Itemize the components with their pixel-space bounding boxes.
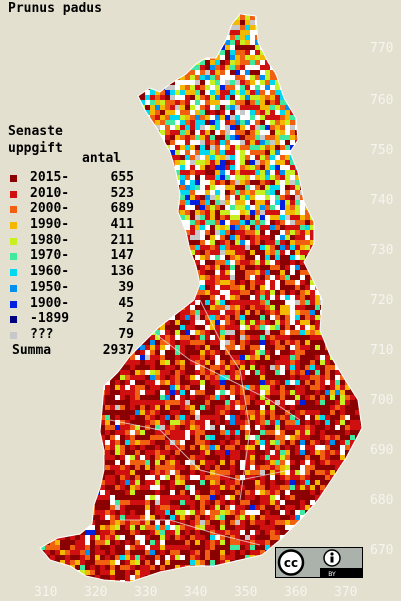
legend-count: 211: [110, 232, 134, 248]
legend-label: 1900-: [30, 295, 70, 311]
species-title: Prunus padus: [8, 1, 102, 16]
legend-swatch: [10, 269, 17, 277]
legend-count: 655: [110, 170, 134, 185]
legend-count: 2: [126, 311, 134, 327]
legend-swatch: [10, 175, 17, 182]
legend-sum-label: Summa: [12, 342, 52, 358]
legend-swatch: [10, 284, 17, 292]
region-border: [199, 299, 251, 501]
region-border: [109, 419, 291, 481]
y-tick-label: 680: [370, 493, 394, 508]
y-tick-label: 700: [370, 393, 394, 408]
x-tick-label: 310: [34, 585, 58, 600]
y-tick-label: 730: [370, 243, 394, 258]
legend-count: 147: [110, 248, 134, 264]
legend-label: ???: [30, 326, 54, 342]
legend-count-heading: antal: [82, 151, 122, 166]
y-tick-label: 760: [370, 93, 394, 108]
y-tick-label: 750: [370, 143, 394, 158]
y-tick-label: 710: [370, 343, 394, 358]
legend-heading: Senaste uppgift: [8, 123, 63, 157]
region-border: [120, 519, 261, 546]
legend-swatch: [10, 300, 17, 308]
region-border: [149, 329, 301, 421]
legend-swatch: [10, 253, 17, 261]
x-tick-label: 340: [184, 585, 208, 600]
legend-count: 79: [118, 326, 134, 342]
legend-count: 39: [118, 279, 134, 295]
legend-swatch: [10, 331, 17, 339]
legend-label: 2010-: [30, 185, 70, 201]
legend-count: 411: [110, 217, 134, 233]
legend-label: 1960-: [30, 264, 70, 280]
x-tick-label: 360: [284, 585, 308, 600]
legend-swatch: [10, 237, 17, 245]
country-outline: [39, 13, 363, 583]
legend-label: -1899: [30, 311, 70, 327]
legend-count: 45: [118, 295, 134, 311]
x-tick-label: 350: [234, 585, 258, 600]
legend-count: 689: [110, 201, 134, 217]
x-tick-label: 330: [134, 585, 158, 600]
cc-icon: [277, 549, 305, 576]
x-tick-label: 370: [334, 585, 358, 600]
y-tick-label: 740: [370, 193, 394, 208]
legend-swatch: [10, 316, 17, 324]
y-tick-label: 720: [370, 293, 394, 308]
legend-swatch: [10, 206, 17, 214]
by-text: BY: [328, 571, 336, 577]
legend-label: 1950-: [30, 279, 70, 295]
legend-label: 1970-: [30, 248, 70, 264]
legend-count: 136: [110, 264, 134, 280]
legend-swatch: [10, 190, 17, 198]
cc-text: cc: [284, 556, 298, 570]
y-tick-label: 770: [370, 41, 394, 56]
y-tick-label: 690: [370, 443, 394, 458]
legend-count: 523: [110, 185, 134, 201]
legend-heading-line2: uppgift: [8, 141, 63, 156]
legend-label: 2015-: [30, 170, 70, 185]
y-tick-label: 670: [370, 543, 394, 558]
cc-by-license-badge[interactable]: cc BY: [275, 547, 363, 578]
legend-label: 2000-: [30, 201, 70, 217]
legend-sum-count: 2937: [102, 342, 134, 358]
legend-label: 1990-: [30, 217, 70, 233]
legend-label: 1980-: [30, 232, 70, 248]
legend-swatch: [10, 222, 17, 230]
legend-heading-line1: Senaste: [8, 124, 63, 139]
x-tick-label: 320: [84, 585, 108, 600]
